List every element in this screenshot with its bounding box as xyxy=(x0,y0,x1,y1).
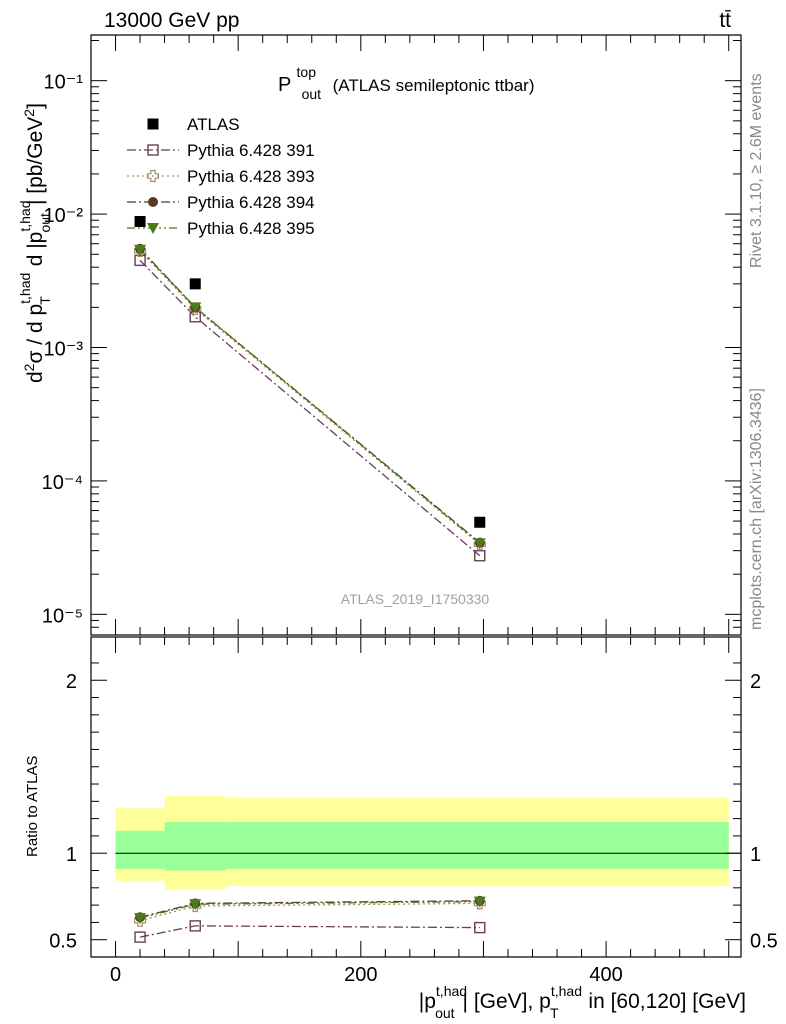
ratio-point-3-1 xyxy=(189,899,202,911)
process-label: tt̄ xyxy=(719,9,731,32)
uncertainty-bands xyxy=(115,796,741,890)
title-sup: top xyxy=(297,64,317,80)
energy-label: 13000 GeV pp xyxy=(104,9,239,32)
ratio-series-line-0 xyxy=(139,925,480,938)
analysis-watermark: ATLAS_2019_I1750330 xyxy=(341,591,490,607)
title-rest: (ATLAS semileptonic ttbar) xyxy=(333,76,535,95)
green-band-1 xyxy=(164,822,226,871)
main-point-4-1 xyxy=(189,302,202,314)
legend-marker-0 xyxy=(147,118,159,130)
ratio-ytick-label-left: 0.5 xyxy=(49,931,77,953)
ratio-point-0-1 xyxy=(189,920,201,932)
legend-marker-1 xyxy=(147,144,159,156)
ratio-ytick-label-right: 2 xyxy=(750,671,761,693)
main-series-line-3 xyxy=(139,248,481,544)
legend-marker-4 xyxy=(147,223,159,234)
green-band-0 xyxy=(115,830,165,869)
green-band-2 xyxy=(225,822,729,869)
mcplots-label: mcplots.cern.ch [arXiv:1306.3436] xyxy=(748,388,765,630)
ratio-ytick-label-left: 1 xyxy=(66,844,77,866)
rivet-version-label: Rivet 3.1.10, ≥ 2.6M events xyxy=(748,73,765,268)
main-series-line-1 xyxy=(139,259,481,557)
main-series-line-2 xyxy=(139,250,481,545)
ratio-ytick-label-right: 1 xyxy=(750,844,761,866)
legend-marker-2 xyxy=(146,169,160,183)
ratio-panel-frame xyxy=(90,636,742,958)
legend-marker-3 xyxy=(148,197,158,207)
ratio-point-0-0 xyxy=(134,931,146,943)
x-tick-label: 200 xyxy=(344,964,377,986)
main-point-0-1 xyxy=(189,278,201,290)
x-tick-label: 0 xyxy=(110,964,121,986)
ratio-ytick-label-left: 2 xyxy=(66,671,77,693)
main-point-4-0 xyxy=(134,244,147,256)
legend-label-1: Pythia 6.428 391 xyxy=(187,141,315,160)
legend: ATLAS Pythia 6.428 391 Pythia 6.428 393 Pyt… xyxy=(127,115,315,238)
title-main: P xyxy=(278,74,291,96)
legend-label-2: Pythia 6.428 393 xyxy=(187,167,315,186)
main-point-0-2 xyxy=(474,516,486,528)
main-point-1-2 xyxy=(474,550,486,562)
ratio-series-line-1 xyxy=(139,902,480,922)
ratio-point-3-2 xyxy=(473,896,486,908)
main-ytick-label: 10⁻⁵ xyxy=(42,605,83,627)
ratio-point-3-0 xyxy=(134,913,147,925)
main-ytick-label: 10⁻¹ xyxy=(44,72,84,94)
legend-label-4: Pythia 6.428 395 xyxy=(187,219,315,238)
main-ytick-label: 10⁻² xyxy=(44,205,84,227)
plot-title: P top out (ATLAS semileptonic ttbar) xyxy=(278,60,534,104)
ratio-ylabel: Ratio to ATLAS xyxy=(24,756,41,857)
ratio-ytick-label-right: 0.5 xyxy=(750,931,778,953)
main-point-4-2 xyxy=(473,538,486,550)
x-tick-label: 400 xyxy=(589,964,622,986)
legend-label-0: ATLAS xyxy=(187,115,240,134)
main-ytick-label: 10⁻⁴ xyxy=(42,472,83,494)
legend-label-3: Pythia 6.428 394 xyxy=(187,193,315,212)
main-panel-frame xyxy=(90,34,742,636)
title-sub: out xyxy=(302,86,322,102)
main-ylabel: d2σ / d pt,had T d |pt,had out| [pb/GeV2] xyxy=(17,103,53,383)
x-axis-label: |pt,had out | [GeV], pt,had T in [60,120] [… xyxy=(419,983,746,1021)
main-series-line-4 xyxy=(139,249,481,544)
ratio-point-0-2 xyxy=(474,921,486,934)
main-point-0-0 xyxy=(134,216,146,228)
main-ytick-label: 10⁻³ xyxy=(44,339,84,361)
